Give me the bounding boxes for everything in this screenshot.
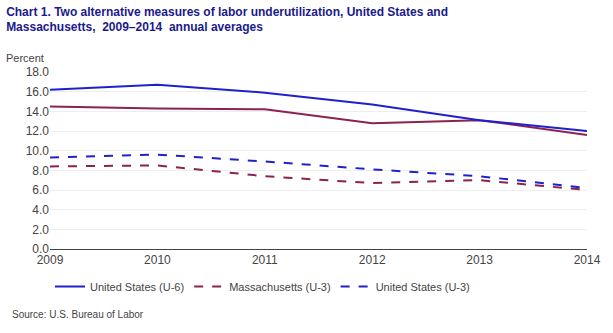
- svg-text:Percent: Percent: [6, 52, 44, 64]
- svg-text:Massachusetts (U-3): Massachusetts (U-3): [229, 281, 330, 293]
- svg-text:United States (U-6): United States (U-6): [90, 281, 184, 293]
- svg-text:2.0: 2.0: [32, 223, 49, 237]
- svg-text:14.0: 14.0: [26, 105, 50, 119]
- svg-text:Source: U.S. Bureau of Labor: Source: U.S. Bureau of Labor: [12, 309, 144, 320]
- svg-text:2010: 2010: [144, 253, 171, 267]
- svg-text:2014: 2014: [574, 253, 601, 267]
- svg-text:2011: 2011: [252, 253, 278, 267]
- svg-text:8.0: 8.0: [32, 164, 49, 178]
- svg-text:2012: 2012: [359, 253, 386, 267]
- svg-text:0.0: 0.0: [32, 242, 49, 256]
- svg-text:2009: 2009: [37, 253, 64, 267]
- svg-text:2013: 2013: [466, 253, 493, 267]
- svg-text:6.0: 6.0: [32, 183, 49, 197]
- svg-text:4.0: 4.0: [32, 203, 49, 217]
- svg-text:12.0: 12.0: [26, 124, 50, 138]
- svg-text:16.0: 16.0: [26, 85, 50, 99]
- svg-text:Chart 1. Two alternative measu: Chart 1. Two alternative measures of lab…: [6, 5, 448, 35]
- svg-text:United States (U-3): United States (U-3): [376, 281, 470, 293]
- svg-text:10.0: 10.0: [26, 144, 50, 158]
- svg-text:18.0: 18.0: [26, 65, 50, 79]
